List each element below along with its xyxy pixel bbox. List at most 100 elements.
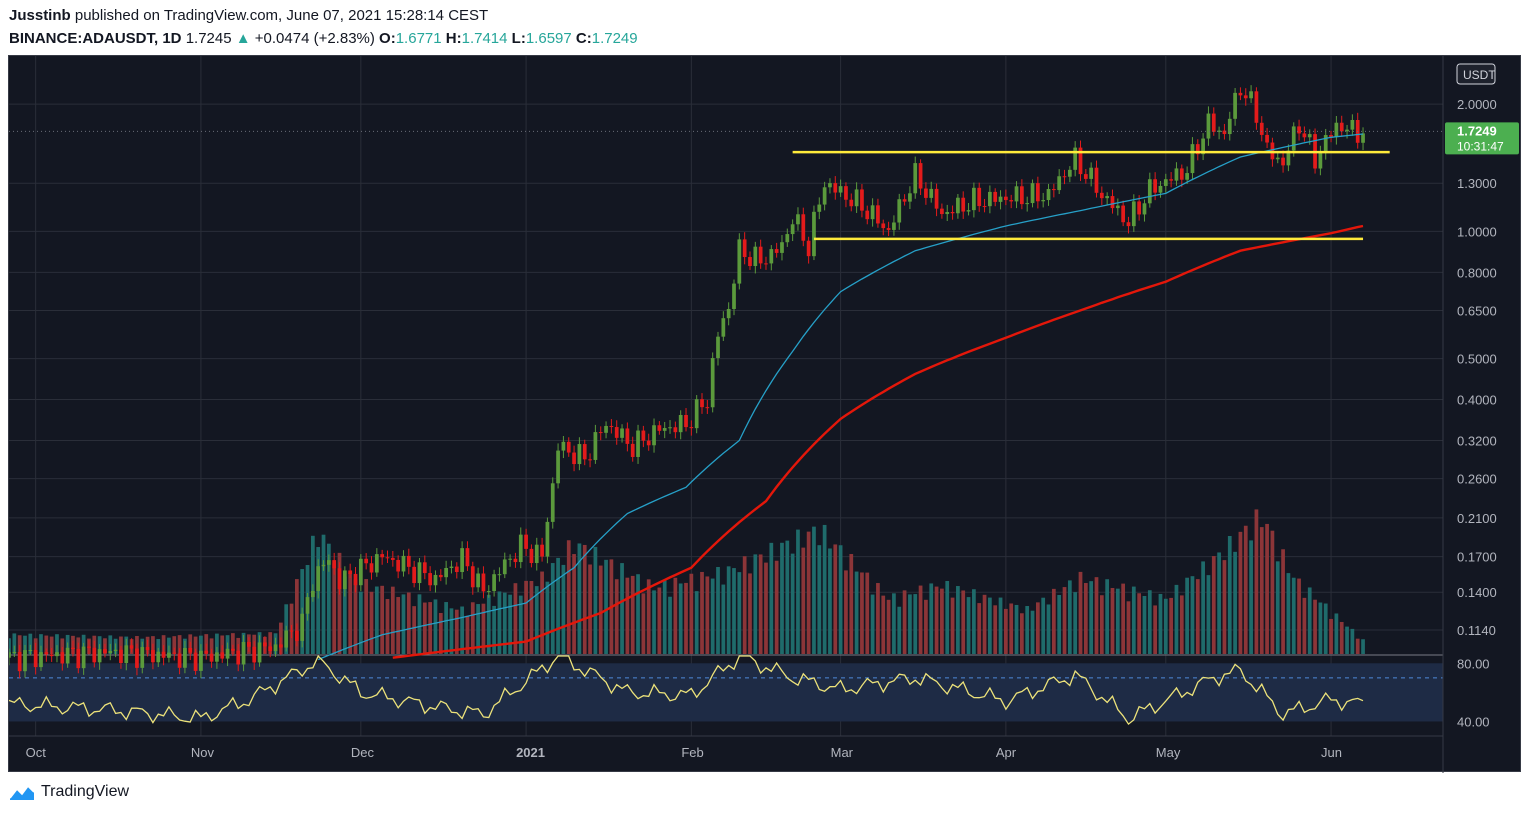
volume-bar	[428, 602, 433, 654]
volume-bar	[529, 580, 534, 654]
candle-body	[1275, 157, 1280, 160]
sma-fast-line	[317, 133, 1364, 661]
volume-bar	[1062, 587, 1067, 654]
candle-body	[113, 649, 118, 651]
candle-body	[433, 574, 438, 586]
candle-body	[321, 564, 326, 567]
candle-body	[1169, 179, 1173, 181]
price-tick-label: 0.3200	[1457, 434, 1497, 449]
candle-body	[1249, 91, 1253, 99]
candle-body	[764, 263, 768, 265]
footer-brand[interactable]: TradingView	[9, 783, 129, 801]
candle-body	[454, 566, 459, 573]
candle-body	[481, 573, 486, 592]
candle-body	[1158, 185, 1163, 193]
candle-body	[902, 199, 907, 202]
price-tick-label: 0.5000	[1457, 352, 1497, 367]
candle-body	[129, 645, 134, 649]
time-tick-label: Jun	[1321, 745, 1342, 760]
volume-bar	[220, 635, 225, 654]
volume-bar	[417, 594, 422, 654]
candle-body	[438, 574, 443, 578]
candle-body	[828, 183, 832, 188]
volume-bar	[961, 590, 966, 654]
candle-body	[1105, 196, 1110, 199]
author-name[interactable]: Jusstinb	[9, 7, 71, 24]
volume-bar	[23, 635, 27, 654]
candle-body	[1174, 168, 1179, 181]
candle-body	[1099, 192, 1104, 199]
volume-bar	[172, 636, 177, 654]
candle-body	[310, 590, 315, 598]
volume-bar	[1265, 523, 1269, 654]
price-chart[interactable]: 2.0000 1.3000 1.0000 0.8000 0.6500 0.5000 0.40…	[9, 56, 1522, 773]
price-tick-label: 0.6500	[1457, 303, 1497, 318]
symbol-name[interactable]: BINANCE:ADAUSDT, 1D	[9, 30, 182, 47]
candle-body	[630, 443, 635, 457]
volume-bar	[348, 572, 353, 654]
volume-bar	[1067, 580, 1072, 654]
candle-body	[876, 205, 880, 224]
volume-bar	[977, 603, 982, 654]
candle-body	[1126, 222, 1131, 227]
volume-bar	[1078, 571, 1083, 654]
volume-bar	[625, 577, 630, 654]
candle-body	[268, 646, 273, 652]
volume-bar	[945, 580, 950, 654]
candle-body	[1222, 130, 1227, 135]
close-value: 1.7249	[591, 30, 638, 47]
candle-body	[524, 534, 528, 549]
rsi-band	[9, 663, 1443, 722]
candle-body	[231, 648, 235, 651]
volume-bar	[1339, 621, 1344, 654]
volume-bar	[1041, 597, 1046, 654]
candle-body	[833, 183, 838, 193]
candle-body	[993, 191, 998, 202]
volume-bar	[1302, 597, 1307, 654]
volume-bar	[39, 634, 43, 654]
volume-bar	[1238, 531, 1243, 654]
candle-body	[849, 199, 854, 207]
volume-bar	[673, 577, 678, 654]
candle-body	[982, 206, 987, 208]
volume-bar	[1046, 604, 1051, 654]
volume-bar	[55, 634, 59, 654]
candle-body	[92, 647, 97, 663]
candle-body	[620, 428, 624, 438]
candle-body	[460, 548, 464, 573]
rsi-line	[9, 654, 1364, 726]
candle-body	[881, 223, 886, 229]
candle-body	[215, 652, 219, 662]
chart-frame[interactable]: 2.0000 1.3000 1.0000 0.8000 0.6500 0.5000 0.40…	[8, 55, 1522, 773]
candle-body	[860, 189, 864, 211]
candle-body	[977, 187, 982, 207]
volume-bar	[1158, 593, 1163, 654]
low-value: 1.6597	[525, 30, 572, 47]
candle-body	[209, 653, 214, 662]
volume-bar	[993, 605, 998, 654]
candle-body	[614, 427, 619, 438]
price-tick-label: 0.2100	[1457, 511, 1497, 526]
candle-body	[76, 648, 81, 669]
price-tick-label: 0.2600	[1457, 472, 1497, 487]
candle-body	[81, 646, 86, 669]
volume-bar	[721, 584, 726, 654]
volume-bar	[1243, 525, 1248, 654]
volume-bar	[742, 556, 747, 654]
volume-bar	[1174, 584, 1179, 654]
volume-bar	[940, 588, 944, 654]
volume-bar	[1291, 577, 1296, 654]
volume-bar	[497, 591, 502, 654]
candle-body	[529, 548, 534, 564]
time-tick-label: Mar	[831, 745, 854, 760]
volume-bar	[657, 587, 662, 654]
volume-bar	[231, 633, 235, 654]
candle-body	[1270, 142, 1275, 160]
candle-body	[145, 647, 150, 651]
volume-bar	[716, 566, 720, 654]
candle-body	[412, 566, 417, 584]
volume-bar	[1094, 577, 1099, 654]
volume-bar	[588, 564, 592, 654]
candle-body	[71, 647, 75, 649]
candle-body	[284, 630, 289, 648]
